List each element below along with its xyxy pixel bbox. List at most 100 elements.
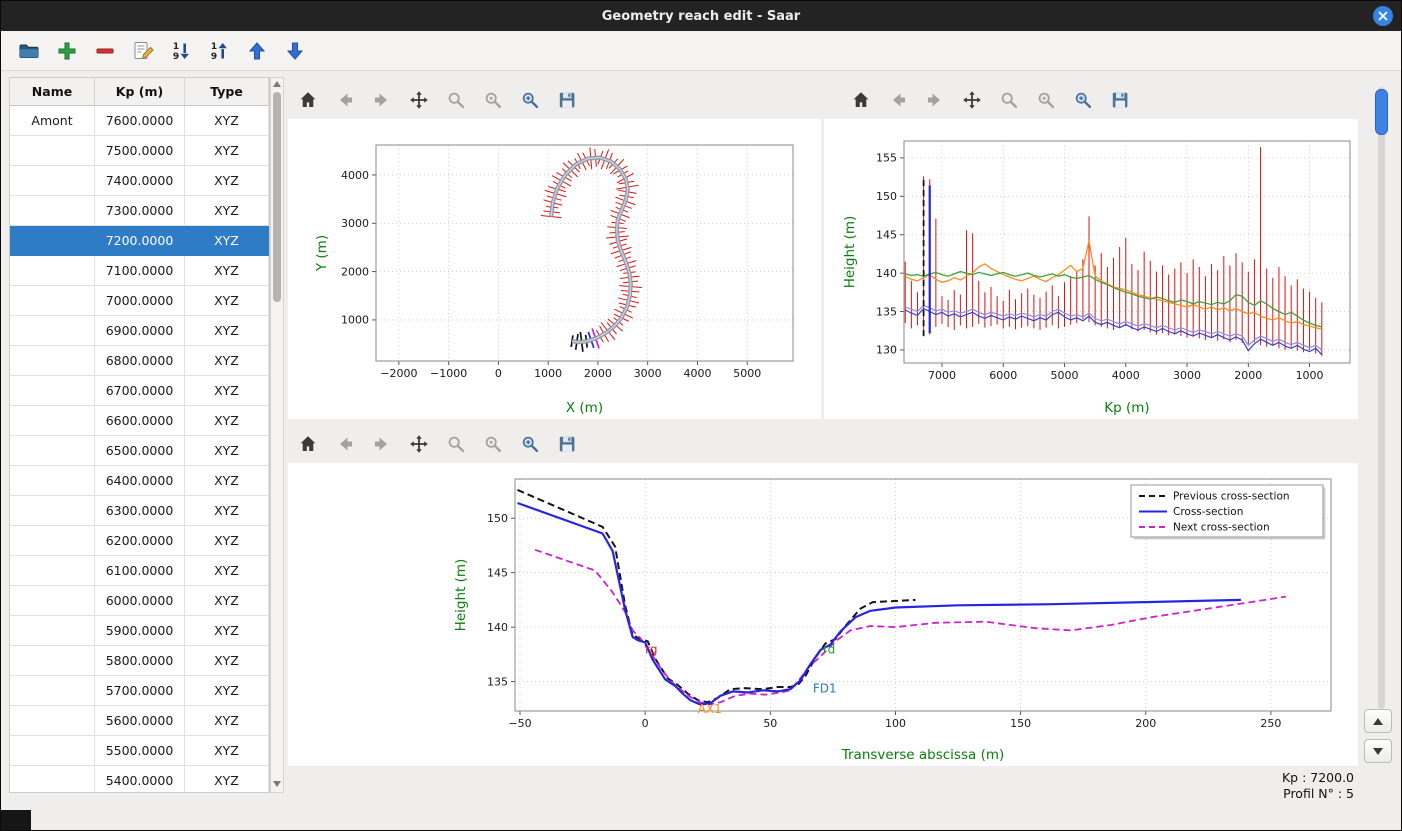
home-button[interactable]	[849, 88, 873, 112]
table-row[interactable]: 5500.0000 XYZ	[10, 736, 269, 766]
plus-icon	[56, 40, 78, 62]
forward-icon	[372, 90, 392, 110]
back-button[interactable]	[333, 88, 357, 112]
table-row[interactable]: 6200.0000 XYZ	[10, 526, 269, 556]
table-row[interactable]: 6600.0000 XYZ	[10, 406, 269, 436]
svg-text:X (m): X (m)	[566, 400, 603, 416]
table-row[interactable]: 7500.0000 XYZ	[10, 136, 269, 166]
cell-name	[10, 436, 95, 466]
table-row[interactable]: 5400.0000 XYZ	[10, 766, 269, 792]
table-row[interactable]: 7400.0000 XYZ	[10, 166, 269, 196]
forward-icon	[925, 90, 945, 110]
cell-name	[10, 766, 95, 792]
edit-profile-button[interactable]	[129, 37, 156, 64]
cell-kp: 7300.0000	[95, 196, 185, 226]
zoom-region-button[interactable]	[518, 432, 542, 456]
move-down-button[interactable]	[281, 37, 308, 64]
table-row[interactable]: 6900.0000 XYZ	[10, 316, 269, 346]
zoom-icon	[999, 90, 1019, 110]
save-button[interactable]	[1108, 88, 1132, 112]
zoom-button[interactable]	[444, 88, 468, 112]
vertical-slider-thumb[interactable]	[1375, 89, 1388, 135]
cell-name	[10, 646, 95, 676]
table-row[interactable]: 6700.0000 XYZ	[10, 376, 269, 406]
svg-text:0: 0	[642, 717, 649, 730]
scroll-up-icon[interactable]	[273, 81, 281, 89]
scroll-down-icon[interactable]	[273, 781, 281, 789]
table-row[interactable]: Amont 7600.0000 XYZ	[10, 106, 269, 136]
back-button[interactable]	[333, 432, 357, 456]
table-row[interactable]: 6400.0000 XYZ	[10, 466, 269, 496]
table-row[interactable]: 7000.0000 XYZ	[10, 286, 269, 316]
cell-type: XYZ	[185, 436, 269, 466]
svg-text:rg: rg	[645, 642, 657, 656]
table-header: Name Kp (m) Type	[10, 78, 269, 106]
longitudinal-profile-canvas[interactable]: 7000 6000 5000 4000 3000 2000 1000 130 135 140 145…	[824, 119, 1358, 419]
home-button[interactable]	[296, 88, 320, 112]
pan-icon	[409, 90, 429, 110]
forward-button[interactable]	[923, 88, 947, 112]
move-up-button[interactable]	[243, 37, 270, 64]
table-row[interactable]: 5800.0000 XYZ	[10, 646, 269, 676]
table-row[interactable]: 6300.0000 XYZ	[10, 496, 269, 526]
open-file-button[interactable]	[15, 37, 42, 64]
cell-name	[10, 706, 95, 736]
inspect-button[interactable]	[1034, 88, 1058, 112]
save-icon	[557, 434, 577, 454]
table-row[interactable]: 5900.0000 XYZ	[10, 616, 269, 646]
zoom-button[interactable]	[997, 88, 1021, 112]
cell-name	[10, 736, 95, 766]
table-row[interactable]: 7200.0000 XYZ	[10, 226, 269, 256]
table-row[interactable]: 7300.0000 XYZ	[10, 196, 269, 226]
table-row[interactable]: 5700.0000 XYZ	[10, 676, 269, 706]
profile-up-button[interactable]	[1364, 709, 1392, 733]
back-button[interactable]	[886, 88, 910, 112]
table-row[interactable]: 7100.0000 XYZ	[10, 256, 269, 286]
svg-text:145: 145	[876, 229, 897, 242]
svg-text:Transverse abscissa (m): Transverse abscissa (m)	[841, 747, 1005, 763]
forward-button[interactable]	[370, 88, 394, 112]
pan-button[interactable]	[407, 432, 431, 456]
back-icon	[888, 90, 908, 110]
inspect-button[interactable]	[481, 88, 505, 112]
home-button[interactable]	[296, 432, 320, 456]
zoom-region-button[interactable]	[518, 88, 542, 112]
forward-button[interactable]	[370, 432, 394, 456]
table-row[interactable]: 6000.0000 XYZ	[10, 586, 269, 616]
inspect-icon	[1036, 90, 1056, 110]
table-scrollbar[interactable]	[270, 77, 284, 793]
svg-text:−1000: −1000	[430, 367, 467, 380]
save-button[interactable]	[555, 432, 579, 456]
profiles-table-body: Amont 7600.0000 XYZ 7500.0000 XYZ 7400.0000 XY…	[10, 106, 269, 792]
cross-section-canvas[interactable]: −50 0 50 100 150 200 250 135 140 145 150 Transverse…	[288, 463, 1358, 766]
table-row[interactable]: 6800.0000 XYZ	[10, 346, 269, 376]
status-kp: Kp : 7200.0	[1281, 770, 1354, 785]
header-name: Name	[10, 78, 95, 105]
zoom-region-button[interactable]	[1071, 88, 1095, 112]
cell-kp: 7100.0000	[95, 256, 185, 286]
inspect-button[interactable]	[481, 432, 505, 456]
close-button[interactable]	[1373, 6, 1393, 26]
vertical-slider-track[interactable]	[1375, 87, 1388, 709]
zoom-button[interactable]	[444, 432, 468, 456]
svg-text:Cross-section: Cross-section	[1173, 506, 1243, 518]
svg-text:140: 140	[876, 267, 897, 280]
remove-profile-button[interactable]	[91, 37, 118, 64]
window-title: Geometry reach edit - Saar	[601, 8, 801, 24]
plan-view-canvas[interactable]: −2000 −1000 0 1000 2000 3000 4000 5000 1000 2000 3…	[288, 119, 821, 419]
save-button[interactable]	[555, 88, 579, 112]
cell-type: XYZ	[185, 676, 269, 706]
add-profile-button[interactable]	[53, 37, 80, 64]
svg-text:150: 150	[1010, 717, 1031, 730]
scrollbar-thumb[interactable]	[273, 92, 281, 302]
table-row[interactable]: 6500.0000 XYZ	[10, 436, 269, 466]
pan-button[interactable]	[407, 88, 431, 112]
table-row[interactable]: 6100.0000 XYZ	[10, 556, 269, 586]
profile-down-button[interactable]	[1364, 739, 1392, 763]
pan-button[interactable]	[960, 88, 984, 112]
cell-kp: 6500.0000	[95, 436, 185, 466]
table-row[interactable]: 5600.0000 XYZ	[10, 706, 269, 736]
svg-text:6000: 6000	[989, 369, 1017, 382]
